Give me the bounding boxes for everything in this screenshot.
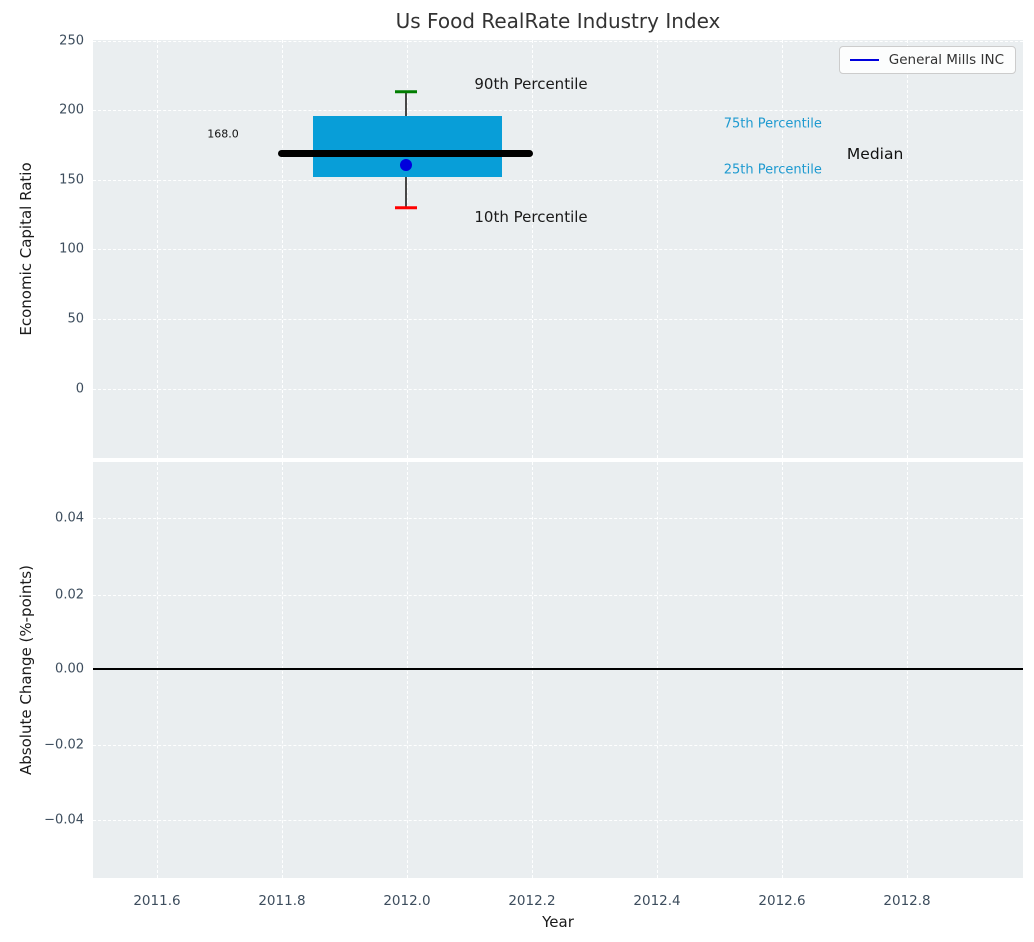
gridline-horizontal <box>93 110 1023 111</box>
top-y-axis-label: Economic Capital Ratio <box>17 162 35 336</box>
gridline-horizontal <box>93 388 1023 390</box>
boxplot-10th-percentile-cap <box>395 206 418 210</box>
annotation-25th-percentile: 25th Percentile <box>723 162 822 178</box>
gridline-vertical <box>406 462 408 878</box>
legend-label: General Mills INC <box>888 52 1004 68</box>
zero-reference-line <box>93 668 1023 670</box>
annotation-75th-percentile: 75th Percentile <box>723 116 822 132</box>
legend-line-swatch <box>849 58 879 62</box>
y-tick-label: −0.02 <box>44 737 84 753</box>
bottom-y-axis-label: Absolute Change (%-points) <box>17 565 35 775</box>
top-axes: 250 200 150 100 50 0 90th Percentile 10t… <box>59 34 1023 458</box>
gridline-vertical <box>657 462 659 878</box>
annotation-10th-percentile: 10th Percentile <box>474 207 588 226</box>
annotation-median: Median <box>846 144 904 163</box>
chart-title: Us Food RealRate Industry Index <box>395 9 721 33</box>
gridline-vertical <box>281 462 283 878</box>
legend: General Mills INC <box>838 46 1016 74</box>
company-data-point <box>400 158 413 171</box>
x-tick-label: 2012.4 <box>633 893 681 909</box>
gridline-horizontal <box>93 41 1023 42</box>
x-tick-label: 2011.8 <box>258 893 306 909</box>
bottom-axes: 0.04 0.02 0.00 −0.02 −0.04 2011.6 2011.8… <box>44 462 1023 909</box>
y-tick-label: 200 <box>59 102 84 118</box>
gridline-vertical <box>782 462 784 878</box>
gridline-horizontal <box>93 249 1023 250</box>
gridline-horizontal <box>93 319 1023 320</box>
y-tick-label: 0.04 <box>55 510 84 526</box>
y-tick-label: 0.00 <box>55 661 84 677</box>
y-tick-label: 250 <box>59 33 84 49</box>
x-tick-label: 2011.6 <box>133 893 181 909</box>
gridline-horizontal <box>93 517 1023 519</box>
x-tick-label: 2012.8 <box>883 893 931 909</box>
gridline-horizontal <box>93 594 1023 596</box>
y-tick-label: 50 <box>67 311 84 327</box>
y-tick-label: −0.04 <box>44 812 84 828</box>
gridline-horizontal <box>93 820 1023 821</box>
x-tick-label: 2012.2 <box>508 893 556 909</box>
y-tick-label: 0 <box>75 381 84 397</box>
x-tick-label: 2012.6 <box>758 893 806 909</box>
boxplot-90th-percentile-cap <box>395 90 418 94</box>
annotation-90th-percentile: 90th Percentile <box>474 74 588 93</box>
gridline-vertical <box>156 462 158 878</box>
gridline-vertical <box>907 462 909 878</box>
annotation-median-value: 168.0 <box>207 127 239 141</box>
gridline-horizontal <box>93 179 1023 181</box>
y-tick-label: 100 <box>59 241 84 257</box>
y-tick-label: 0.02 <box>55 587 84 603</box>
boxplot-median-line <box>277 150 533 158</box>
y-tick-label: 150 <box>59 172 84 188</box>
x-tick-label: 2012.0 <box>383 893 431 909</box>
gridline-vertical <box>531 462 533 878</box>
gridline-horizontal <box>93 745 1023 746</box>
x-axis-label: Year <box>542 913 574 931</box>
